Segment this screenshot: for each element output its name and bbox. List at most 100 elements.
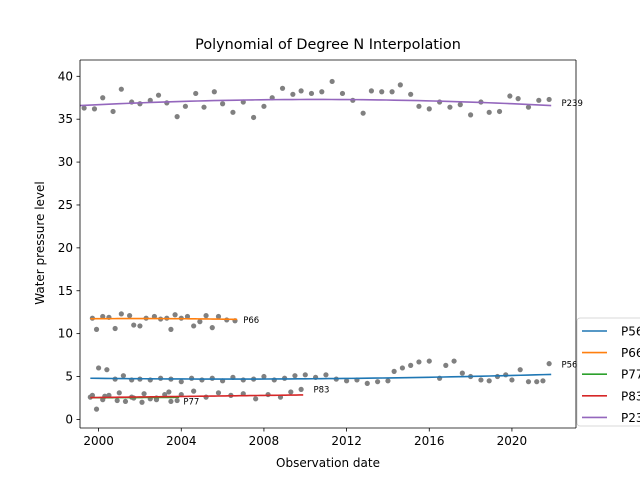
- data-point: [344, 378, 350, 384]
- data-point: [199, 377, 205, 383]
- data-point: [517, 367, 523, 373]
- x-axis-title: Observation date: [276, 456, 380, 470]
- data-point: [203, 394, 209, 400]
- data-point: [261, 103, 267, 109]
- y-tick-label: 10: [58, 327, 73, 341]
- data-point: [360, 110, 366, 116]
- data-point: [184, 313, 191, 320]
- plot-area: [79, 59, 577, 429]
- data-point: [168, 326, 174, 332]
- data-point: [182, 103, 188, 109]
- data-point: [292, 373, 298, 379]
- data-point: [437, 99, 443, 105]
- data-point: [416, 103, 422, 109]
- data-point: [251, 114, 257, 121]
- data-point: [172, 312, 178, 318]
- data-point: [110, 108, 116, 115]
- legend-label: P83: [621, 389, 640, 403]
- data-point: [302, 372, 308, 378]
- data-point: [385, 378, 391, 384]
- data-point: [174, 397, 180, 404]
- data-point: [391, 368, 397, 374]
- data-point: [191, 388, 197, 394]
- data-point: [91, 106, 98, 112]
- data-point: [288, 389, 294, 395]
- chart-title: Polynomial of Degree N Interpolation: [195, 37, 461, 53]
- data-point: [298, 386, 304, 392]
- data-point: [486, 378, 492, 384]
- data-point: [447, 104, 453, 110]
- data-point: [120, 373, 126, 379]
- data-point: [141, 391, 147, 397]
- data-point: [174, 114, 180, 120]
- data-point: [253, 396, 259, 402]
- data-point: [81, 105, 87, 111]
- data-point: [534, 379, 540, 385]
- data-point: [323, 372, 329, 378]
- data-point: [215, 390, 222, 396]
- x-tick-label: 2008: [249, 434, 280, 448]
- data-point: [457, 102, 463, 108]
- x-tick-label: 2016: [414, 434, 445, 448]
- data-point: [114, 397, 120, 404]
- legend-label: P239: [621, 411, 640, 425]
- data-point: [118, 311, 124, 317]
- data-point: [96, 365, 102, 371]
- y-axis: 0 5 10 15 20 25 30 35 40: [58, 69, 80, 426]
- data-point: [203, 313, 209, 319]
- data-point: [451, 358, 457, 364]
- data-point: [261, 373, 267, 380]
- data-point: [368, 88, 374, 94]
- data-point: [496, 108, 503, 115]
- data-point: [426, 358, 432, 364]
- data-point: [122, 398, 129, 405]
- data-point: [147, 97, 153, 103]
- y-tick-label: 0: [65, 412, 73, 426]
- data-point: [468, 112, 474, 118]
- x-axis: 2000 2004 2008 2012 2016 2020: [83, 428, 527, 448]
- annotations: P56 P66 P77 P83 P239: [183, 99, 583, 408]
- data-point: [230, 109, 236, 115]
- data-point: [209, 375, 215, 381]
- data-point: [112, 325, 118, 332]
- x-tick-label: 2000: [83, 434, 114, 448]
- data-point: [486, 109, 492, 115]
- data-point: [100, 313, 106, 320]
- data-point: [271, 377, 277, 383]
- data-point: [546, 361, 552, 367]
- data-point: [364, 380, 370, 386]
- data-point: [536, 97, 542, 103]
- y-tick-label: 20: [58, 241, 73, 255]
- data-point: [220, 101, 226, 107]
- data-point: [191, 323, 197, 329]
- data-point: [118, 86, 124, 92]
- legend-label: P66: [621, 346, 640, 360]
- data-point: [93, 406, 100, 412]
- fit-line-p56: [90, 373, 552, 380]
- data-point: [131, 322, 137, 328]
- data-point: [201, 104, 207, 110]
- data-point: [93, 326, 100, 332]
- data-point: [546, 96, 552, 103]
- data-point: [540, 378, 546, 384]
- data-point: [298, 88, 304, 94]
- legend-box: [576, 317, 640, 427]
- data-point: [379, 89, 385, 95]
- series-annotation: P239: [562, 99, 583, 109]
- data-point: [416, 359, 422, 365]
- data-point: [525, 104, 532, 110]
- data-point: [209, 325, 215, 331]
- data-point: [329, 78, 335, 85]
- data-point: [509, 377, 515, 383]
- data-point: [151, 313, 157, 320]
- data-point: [389, 89, 395, 95]
- data-point: [211, 89, 217, 95]
- fit-line-p239: [79, 98, 552, 107]
- legend: P56 P66 P77 P83 P239: [576, 317, 640, 427]
- data-point: [100, 95, 106, 101]
- legend-label: P56: [621, 325, 640, 339]
- data-point: [137, 323, 143, 329]
- data-point: [408, 362, 414, 368]
- series-annotation: P83: [314, 385, 330, 395]
- data-point: [443, 362, 449, 368]
